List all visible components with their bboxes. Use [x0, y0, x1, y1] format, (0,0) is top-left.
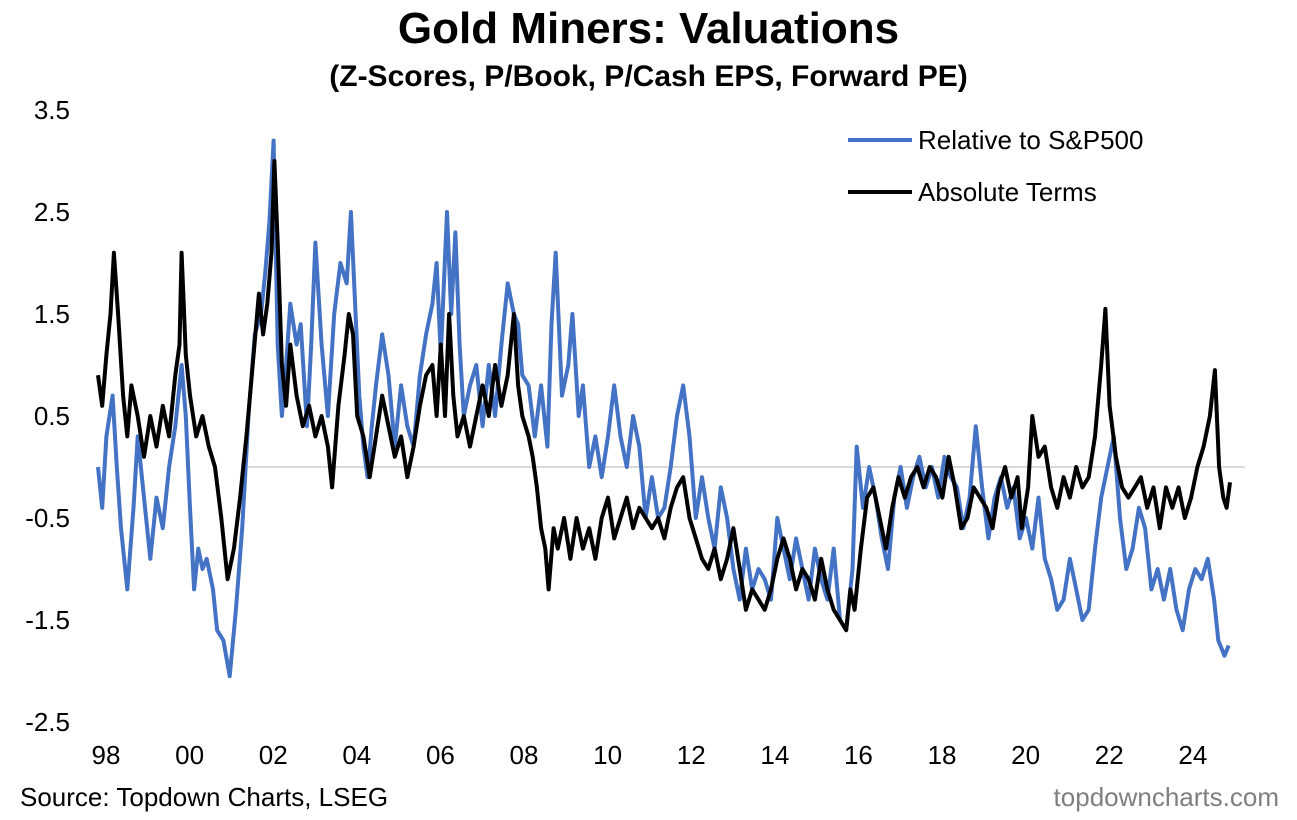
- legend-label: Absolute Terms: [918, 177, 1097, 207]
- y-tick-label: 1.5: [34, 299, 70, 329]
- y-tick-label: 0.5: [34, 401, 70, 431]
- x-tick-label: 10: [593, 740, 622, 770]
- x-tick-label: 00: [175, 740, 204, 770]
- y-tick-label: -0.5: [25, 503, 70, 533]
- x-tick-label: 06: [426, 740, 455, 770]
- source-note: Source: Topdown Charts, LSEG: [20, 782, 389, 812]
- x-tick-label: 16: [844, 740, 873, 770]
- y-tick-label: -1.5: [25, 605, 70, 635]
- series-line-absolute: [96, 159, 1232, 633]
- x-tick-label: 02: [259, 740, 288, 770]
- x-tick-label: 12: [677, 740, 706, 770]
- y-tick-label: 2.5: [34, 197, 70, 227]
- website-watermark: topdowncharts.com: [1053, 782, 1279, 812]
- chart-subtitle: (Z-Scores, P/Book, P/Cash EPS, Forward P…: [329, 60, 968, 93]
- x-tick-label: 20: [1011, 740, 1040, 770]
- y-tick-label: -2.5: [25, 707, 70, 737]
- y-tick-label: 3.5: [34, 95, 70, 125]
- x-tick-label: 18: [928, 740, 957, 770]
- x-tick-label: 24: [1178, 740, 1207, 770]
- x-tick-label: 04: [342, 740, 371, 770]
- x-tick-label: 22: [1095, 740, 1124, 770]
- series-line-relative: [96, 138, 1231, 679]
- x-tick-label: 98: [92, 740, 121, 770]
- x-tick-label: 08: [510, 740, 539, 770]
- x-tick-label: 14: [760, 740, 789, 770]
- legend-label: Relative to S&P500: [918, 125, 1143, 155]
- chart-title: Gold Miners: Valuations: [397, 4, 900, 53]
